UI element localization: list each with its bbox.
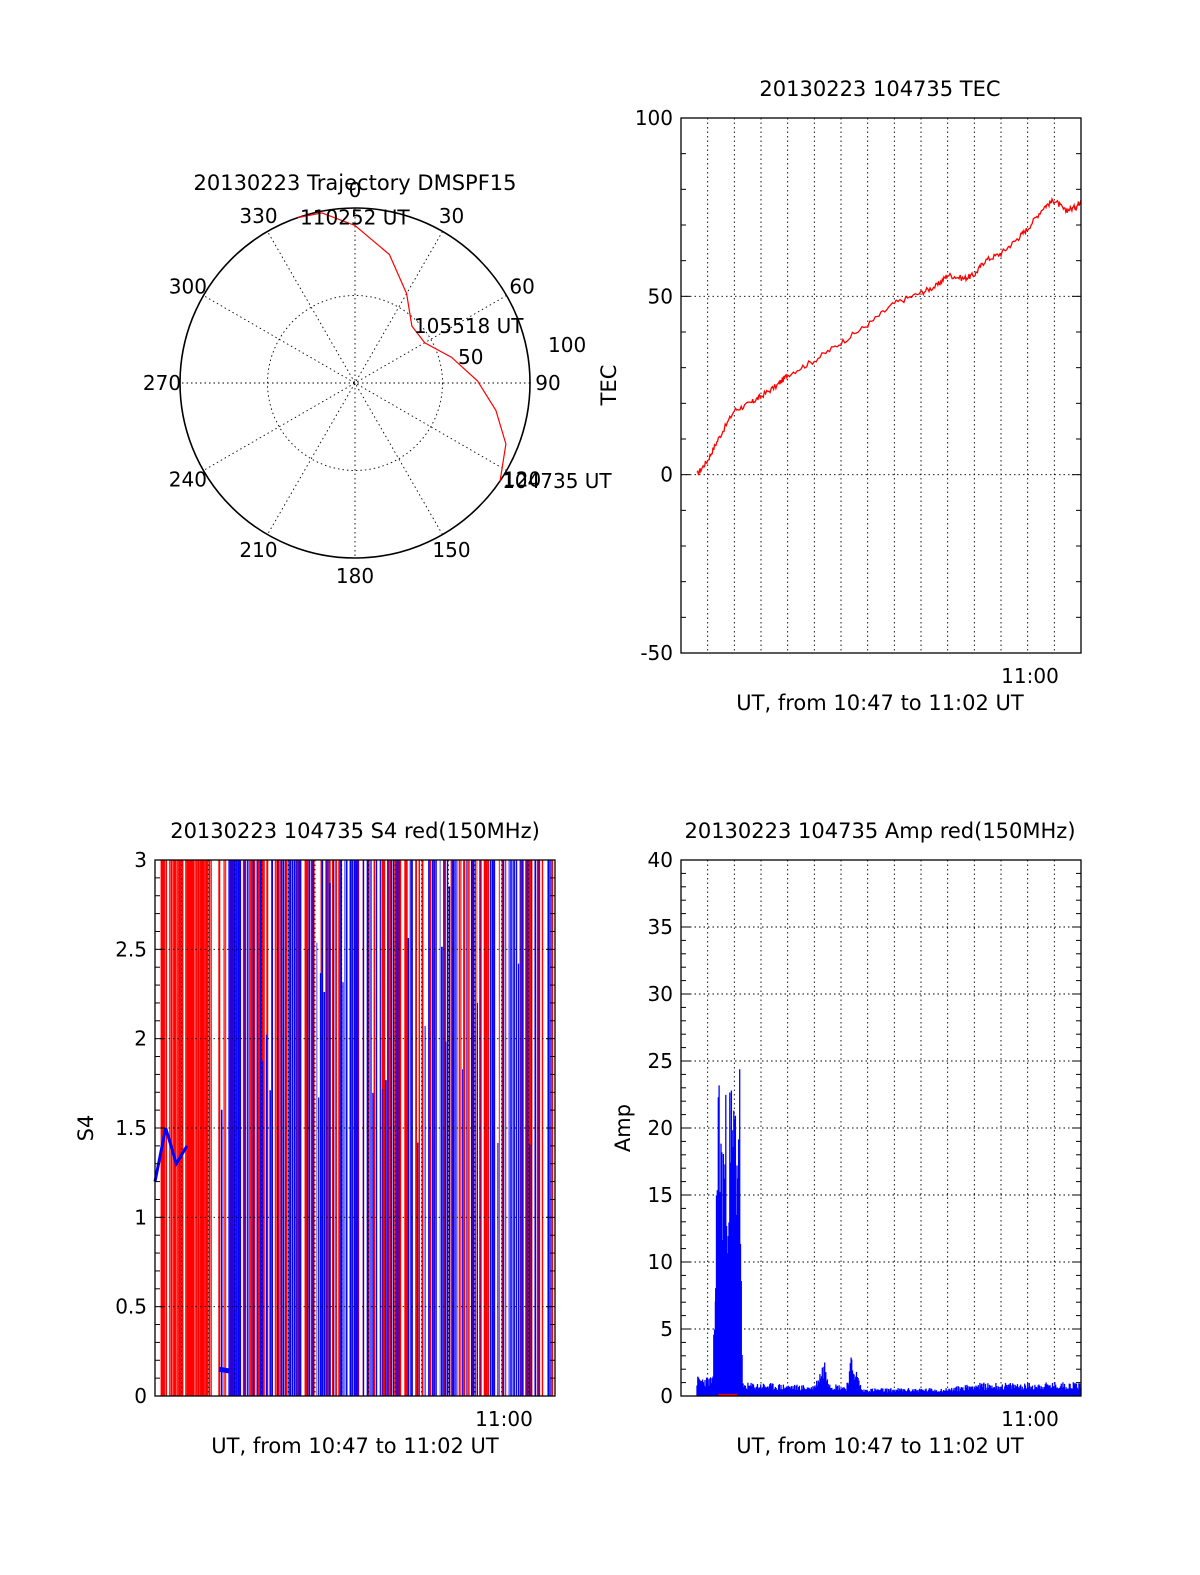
polar-angle-tick-label: 330: [239, 204, 277, 228]
tec-x-axis-label: UT, from 10:47 to 11:02 UT: [736, 691, 1024, 715]
polar-angle-tick-label: 270: [143, 371, 181, 395]
tec-x-tick-label: 11:00: [1001, 664, 1059, 688]
polar-angle-tick-label: 0: [349, 178, 362, 202]
y-tick-label: 20: [648, 1116, 673, 1140]
amp-blue-series: [696, 1069, 1082, 1396]
s4-panel: 20130223 104735 S4 red(150MHz) 3 2.5 2 1.5 1…: [74, 819, 556, 1458]
tec-minor-ticks: [681, 117, 1081, 654]
y-tick-label: 5: [660, 1317, 673, 1341]
tec-plot-frame: [680, 117, 1082, 654]
s4-x-axis-label: UT, from 10:47 to 11:02 UT: [211, 1434, 499, 1458]
y-tick-label: 2: [134, 1027, 147, 1051]
tec-series-line: [696, 196, 1082, 476]
s4-title: 20130223 104735 S4 red(150MHz): [170, 819, 540, 843]
trajectory-line: [297, 212, 507, 481]
s4-y-axis-label: S4: [74, 1115, 98, 1142]
polar-radius-tick-50: 50: [458, 345, 483, 369]
y-tick-label: 0.5: [115, 1295, 147, 1319]
polar-angle-tick-label: 300: [169, 275, 207, 299]
s4-x-tick-label: 11:00: [475, 1407, 533, 1431]
polar-grid: [179, 207, 531, 559]
amp-x-axis-label: UT, from 10:47 to 11:02 UT: [736, 1434, 1024, 1458]
s4-plot-frame: [154, 859, 556, 1397]
tec-y-tick-labels: 100 50 0 -50: [635, 106, 673, 665]
polar-panel: 20130223 Trajectory DMSPF15 0 30 60 90 120 15…: [143, 171, 613, 588]
polar-radius-tick-100: 100: [548, 333, 586, 357]
y-tick-label: 3: [134, 848, 147, 872]
tec-gridlines: [681, 118, 1081, 653]
amp-x-tick-label: 11:00: [1001, 1407, 1059, 1431]
trajectory-label: 110252 UT: [300, 206, 410, 230]
polar-angle-tick-label: 60: [509, 275, 534, 299]
amp-plot-frame: [680, 859, 1082, 1397]
y-tick-label: 0: [660, 1384, 673, 1408]
y-tick-label: 1: [134, 1205, 147, 1229]
polar-title: 20130223 Trajectory DMSPF15: [193, 171, 516, 195]
y-tick-label: 30: [648, 982, 673, 1006]
y-tick-label: 15: [648, 1183, 673, 1207]
y-tick-label: 50: [648, 284, 673, 308]
amp-y-tick-labels: 40 35 30 25 20 15 10 5 0: [648, 848, 673, 1408]
polar-angle-tick-label: 90: [535, 371, 560, 395]
polar-angle-tick-label: 240: [169, 468, 207, 492]
trajectory-annotations: 110252 UT 105518 UT 104735 UT: [300, 206, 612, 493]
y-tick-label: 40: [648, 848, 673, 872]
amp-title: 20130223 104735 Amp red(150MHz): [684, 819, 1075, 843]
amp-gridlines: [681, 860, 1081, 1396]
y-tick-label: 10: [648, 1250, 673, 1274]
tec-y-axis-label: TEC: [597, 365, 621, 407]
trajectory-label: 104735 UT: [502, 469, 612, 493]
y-tick-label: 0: [660, 463, 673, 487]
y-tick-label: 100: [635, 106, 673, 130]
y-tick-label: 2.5: [115, 937, 147, 961]
s4-blue-flat-segment: [218, 1366, 231, 1374]
y-tick-label: 0: [134, 1384, 147, 1408]
tec-title: 20130223 104735 TEC: [759, 77, 1000, 101]
polar-angle-tick-label: 120: [503, 468, 541, 492]
s4-y-tick-labels: 3 2.5 2 1.5 1 0.5 0: [115, 848, 147, 1408]
amp-panel: 20130223 104735 Amp red(150MHz) 40 35 30 25…: [611, 819, 1082, 1458]
y-tick-label: -50: [640, 641, 673, 665]
amp-y-axis-label: Amp: [611, 1104, 635, 1152]
y-tick-label: 1.5: [115, 1116, 147, 1140]
polar-angle-ticks: 0 30 60 90 120 150 180 210 240 270 300 330: [143, 178, 561, 588]
s4-blue-low-trace: [153, 1127, 189, 1182]
y-tick-label: 25: [648, 1049, 673, 1073]
trajectory-label: 105518 UT: [414, 314, 524, 338]
polar-angle-tick-label: 180: [336, 564, 374, 588]
polar-inner-ring: [267, 295, 443, 471]
polar-angle-tick-label: 30: [439, 204, 464, 228]
polar-angle-tick-label: 210: [239, 538, 277, 562]
s4-minor-ticks: [155, 859, 555, 1397]
s4-gridlines: [155, 860, 555, 1396]
polar-angle-tick-label: 150: [432, 538, 470, 562]
y-tick-label: 35: [648, 915, 673, 939]
